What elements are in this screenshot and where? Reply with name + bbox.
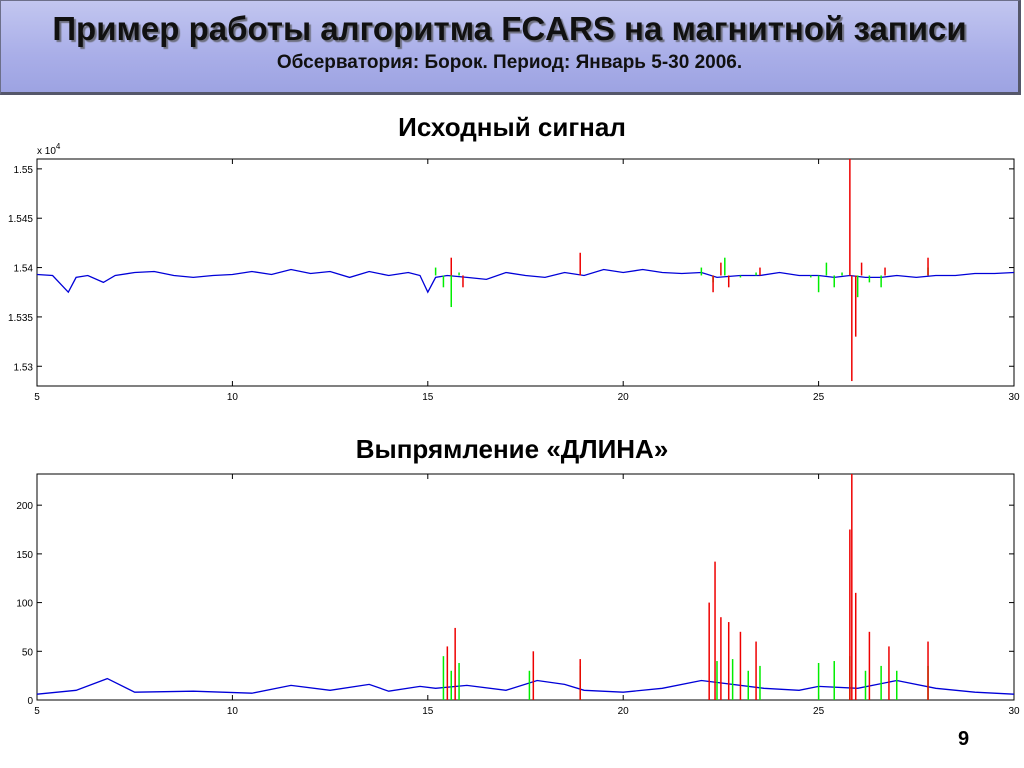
slide-subtitle: Обсерватория: Борок. Период: Январь 5-30… <box>276 52 743 73</box>
x-tick-label: 25 <box>813 392 825 403</box>
slide-title: Пример работы алгоритма FCARS на магнитн… <box>52 10 967 47</box>
x-tick-label: 25 <box>813 706 825 717</box>
chart-title-signal: Исходный сигнал <box>398 112 626 142</box>
y-tick-label: 1.545 <box>8 214 33 225</box>
y-tick-label: 50 <box>22 647 34 658</box>
x-tick-label: 10 <box>227 392 239 403</box>
x-tick-label: 5 <box>34 392 40 403</box>
plot-frame <box>36 473 1015 701</box>
x-tick-label: 20 <box>618 392 630 403</box>
chart-0: 5 10 15 20 25 30 1.53 1.535 1.54 1.545 1.55x 104 <box>8 142 1020 403</box>
x-tick-label: 15 <box>422 706 434 717</box>
page-number: 9 <box>958 728 970 750</box>
axis-multiplier: x 104 <box>37 142 61 157</box>
x-tick-label: 5 <box>34 706 40 717</box>
chart-title-length: Выпрямление «ДЛИНА» <box>355 434 669 464</box>
x-tick-label: 15 <box>422 392 434 403</box>
x-tick-label: 10 <box>227 706 239 717</box>
series-normal-line <box>36 268 1015 294</box>
series-normal-line <box>36 677 1015 695</box>
y-tick-label: 1.54 <box>14 264 34 275</box>
x-tick-label: 20 <box>618 706 630 717</box>
title-bar: Пример работы алгоритма FCARS на магнитн… <box>0 0 1021 95</box>
y-tick-label: 1.535 <box>8 313 33 324</box>
y-tick-label: 150 <box>16 550 33 561</box>
x-tick-label: 30 <box>1008 392 1020 403</box>
y-tick-label: 1.55 <box>14 165 34 176</box>
y-tick-label: 100 <box>16 599 33 610</box>
chart-1: 5 10 15 20 25 30 0 50 100 150 200 <box>16 473 1020 717</box>
plot-frame <box>36 158 1015 387</box>
y-tick-label: 1.53 <box>14 362 34 373</box>
x-tick-label: 30 <box>1008 706 1020 717</box>
y-tick-label: 0 <box>27 696 33 707</box>
y-tick-label: 200 <box>16 501 33 512</box>
